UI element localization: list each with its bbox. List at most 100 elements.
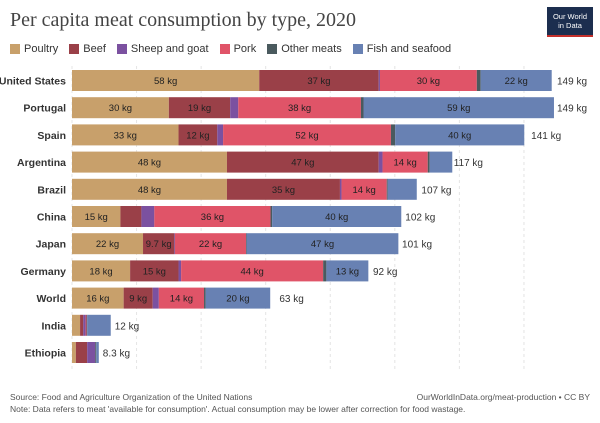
bar-segment-world-beef[interactable] bbox=[123, 287, 153, 309]
bar-segment-japan-beef[interactable] bbox=[143, 233, 175, 255]
bar-value-label-germany-poultry: 18 kg bbox=[89, 266, 112, 277]
category-label-portugal: Portugal bbox=[23, 103, 66, 115]
bar-value-label-world-poultry: 16 kg bbox=[86, 294, 109, 305]
bar-segment-spain-other-meats[interactable] bbox=[390, 124, 396, 146]
legend-item-sheep-and-goat[interactable]: Sheep and goat bbox=[116, 43, 209, 55]
bar-segment-china-sheep-and-goat[interactable] bbox=[141, 206, 155, 227]
bar-segment-argentina-pork[interactable] bbox=[382, 151, 428, 173]
bar-segment-portugal-poultry[interactable] bbox=[72, 97, 169, 119]
bar-segment-china-pork[interactable] bbox=[154, 206, 271, 227]
legend-label-sheep-and-goat: Sheep and goat bbox=[130, 43, 209, 55]
legend-item-pork[interactable]: Pork bbox=[219, 43, 256, 55]
bar-segment-china-beef[interactable] bbox=[120, 206, 142, 227]
bar-segment-japan-fish-and-seafood[interactable] bbox=[246, 233, 399, 255]
bar-segment-germany-pork[interactable] bbox=[181, 260, 324, 282]
total-label-spain: 141 kg bbox=[531, 131, 561, 142]
bar-segment-argentina-other-meats[interactable] bbox=[427, 151, 430, 173]
bar-segment-germany-beef[interactable] bbox=[130, 260, 179, 282]
bar-segment-india-sheep-and-goat[interactable] bbox=[83, 314, 86, 336]
bar-segment-brazil-fish-and-seafood[interactable] bbox=[387, 178, 417, 200]
bar-segment-china-other-meats[interactable] bbox=[270, 206, 273, 227]
bar-segment-world-pork[interactable] bbox=[158, 287, 205, 309]
bar-segment-ethiopia-other-meats[interactable] bbox=[95, 342, 97, 363]
bar-segment-india-fish-and-seafood[interactable] bbox=[87, 314, 111, 336]
bar-segment-ethiopia-beef[interactable] bbox=[75, 342, 88, 363]
bar-segment-ethiopia-fish-and-seafood[interactable] bbox=[96, 342, 99, 363]
bar-segment-united-states-sheep-and-goat[interactable] bbox=[378, 70, 380, 91]
bar-segment-brazil-poultry[interactable] bbox=[72, 178, 227, 200]
bar-segment-germany-poultry[interactable] bbox=[72, 260, 131, 282]
bar-segment-argentina-beef[interactable] bbox=[226, 151, 379, 173]
bar-segment-portugal-other-meats[interactable] bbox=[360, 97, 364, 119]
bar-segment-world-poultry[interactable] bbox=[72, 287, 124, 309]
footer-link[interactable]: OurWorldInData.org/meat-production • CC … bbox=[416, 392, 590, 402]
legend-item-fish-and-seafood[interactable]: Fish and seafood bbox=[352, 43, 452, 55]
bar-segment-argentina-sheep-and-goat[interactable] bbox=[378, 151, 383, 173]
bar-segment-japan-poultry[interactable] bbox=[72, 233, 144, 255]
bar-value-label-spain-beef: 12 kg bbox=[186, 130, 209, 141]
bar-segment-germany-sheep-and-goat[interactable] bbox=[178, 260, 182, 282]
bar-segment-india-other-meats[interactable] bbox=[86, 314, 88, 336]
bar-segment-united-states-pork[interactable] bbox=[379, 70, 477, 91]
bar-segment-germany-fish-and-seafood[interactable] bbox=[326, 260, 369, 282]
bar-value-label-world-pork: 14 kg bbox=[170, 294, 193, 305]
bar-value-label-argentina-pork: 14 kg bbox=[394, 158, 417, 169]
legend-swatch-pork bbox=[219, 44, 230, 54]
bar-segment-world-fish-and-seafood[interactable] bbox=[205, 287, 271, 309]
legend-item-beef[interactable]: Beef bbox=[69, 43, 106, 55]
bar-value-label-world-beef: 9 kg bbox=[129, 294, 147, 305]
chart-legend: Poultry Beef Sheep and goat Pork Other m… bbox=[10, 43, 451, 55]
bar-segment-portugal-beef[interactable] bbox=[168, 97, 231, 119]
bar-segment-brazil-sheep-and-goat[interactable] bbox=[339, 178, 342, 200]
bar-value-label-germany-pork: 44 kg bbox=[241, 266, 264, 277]
bar-segment-argentina-poultry[interactable] bbox=[72, 151, 227, 173]
bar-segment-india-pork[interactable] bbox=[85, 314, 87, 336]
category-label-spain: Spain bbox=[37, 130, 66, 142]
bar-value-label-japan-poultry: 22 kg bbox=[96, 239, 119, 250]
bar-segment-united-states-beef[interactable] bbox=[259, 70, 379, 91]
bar-segment-united-states-poultry[interactable] bbox=[72, 70, 260, 91]
bar-value-label-argentina-beef: 47 kg bbox=[291, 158, 314, 169]
bar-segment-india-poultry[interactable] bbox=[72, 314, 81, 336]
legend-item-poultry[interactable]: Poultry bbox=[10, 43, 58, 55]
bar-value-label-spain-pork: 52 kg bbox=[295, 130, 318, 141]
bar-segment-united-states-fish-and-seafood[interactable] bbox=[480, 70, 552, 91]
bar-segment-japan-pork[interactable] bbox=[174, 233, 246, 255]
bar-segment-portugal-pork[interactable] bbox=[238, 97, 361, 119]
bar-segment-portugal-fish-and-seafood[interactable] bbox=[363, 97, 554, 119]
bar-segment-world-sheep-and-goat[interactable] bbox=[152, 287, 159, 309]
bar-segment-ethiopia-sheep-and-goat[interactable] bbox=[87, 342, 96, 363]
bar-segment-india-beef[interactable] bbox=[80, 314, 84, 336]
bar-value-label-argentina-poultry: 48 kg bbox=[138, 158, 161, 169]
bar-segment-portugal-sheep-and-goat[interactable] bbox=[230, 97, 239, 119]
bar-segment-spain-pork[interactable] bbox=[223, 124, 391, 146]
bar-value-label-spain-poultry: 33 kg bbox=[114, 130, 137, 141]
legend-swatch-beef bbox=[69, 44, 80, 54]
bar-segment-spain-poultry[interactable] bbox=[72, 124, 179, 146]
legend-item-other-meats[interactable]: Other meats bbox=[267, 43, 342, 55]
bar-segment-united-states-other-meats[interactable] bbox=[476, 70, 481, 91]
bar-segment-spain-sheep-and-goat[interactable] bbox=[217, 124, 224, 146]
total-label-brazil: 107 kg bbox=[421, 185, 451, 196]
owid-logo[interactable]: Our World in Data bbox=[547, 7, 593, 37]
bar-segment-germany-other-meats[interactable] bbox=[323, 260, 327, 282]
bar-segment-argentina-fish-and-seafood[interactable] bbox=[429, 151, 453, 173]
bar-segment-brazil-other-meats[interactable] bbox=[386, 178, 388, 200]
bar-segment-japan-sheep-and-goat[interactable] bbox=[174, 233, 175, 255]
bar-segment-world-other-meats[interactable] bbox=[204, 287, 206, 309]
bar-segment-brazil-pork[interactable] bbox=[341, 178, 387, 200]
bar-segment-china-fish-and-seafood[interactable] bbox=[272, 206, 402, 227]
bar-segment-spain-fish-and-seafood[interactable] bbox=[395, 124, 525, 146]
bar-segment-china-poultry[interactable] bbox=[72, 206, 121, 227]
legend-label-beef: Beef bbox=[83, 43, 106, 55]
bar-segment-japan-other-meats[interactable] bbox=[245, 233, 247, 255]
bar-segment-spain-beef[interactable] bbox=[178, 124, 218, 146]
bar-value-label-united-states-beef: 37 kg bbox=[307, 76, 330, 87]
bar-value-label-china-pork: 36 kg bbox=[201, 212, 224, 223]
bar-value-label-united-states-pork: 30 kg bbox=[417, 76, 440, 87]
bar-segment-ethiopia-poultry[interactable] bbox=[72, 342, 76, 363]
bar-value-label-spain-fish-and-seafood: 40 kg bbox=[448, 130, 471, 141]
bar-segment-brazil-beef[interactable] bbox=[226, 178, 340, 200]
legend-label-fish-and-seafood: Fish and seafood bbox=[366, 43, 452, 55]
total-label-india: 12 kg bbox=[115, 321, 139, 332]
